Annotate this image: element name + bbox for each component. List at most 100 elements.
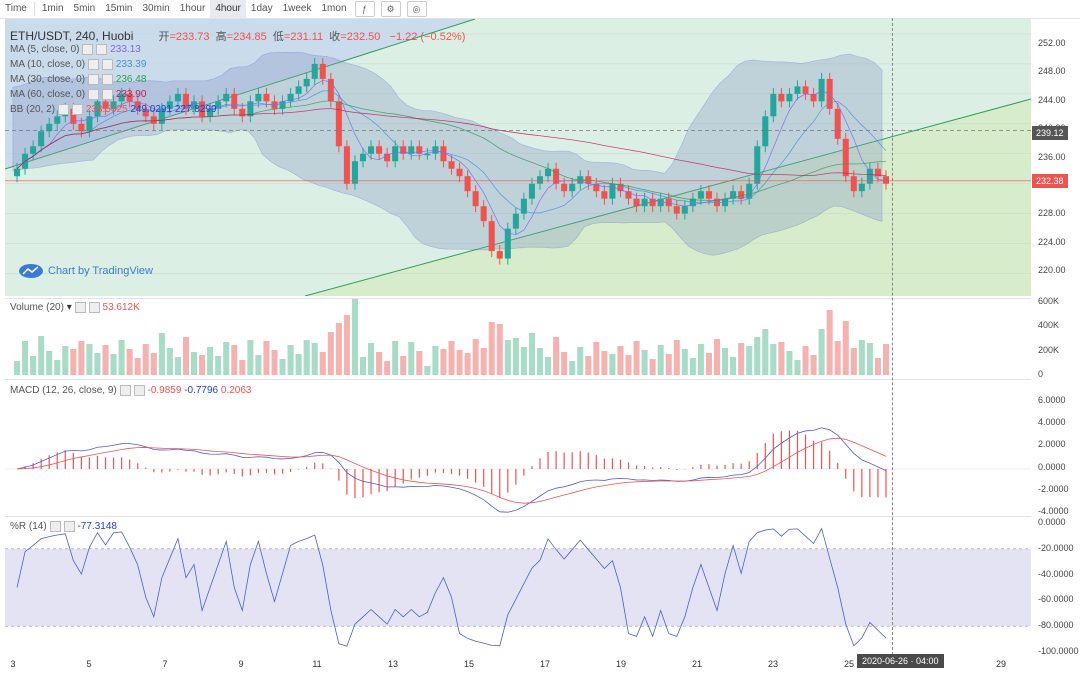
volume-bar — [561, 352, 568, 375]
close-icon[interactable] — [88, 302, 100, 313]
close-icon[interactable] — [102, 89, 114, 100]
close-icon[interactable] — [72, 104, 84, 115]
macd-pane[interactable] — [5, 379, 1031, 515]
candle-body — [319, 63, 326, 79]
axis-tick-label: 4.0000 — [1038, 417, 1066, 428]
upper-price-tag: 239.12 — [1032, 126, 1068, 140]
settings-icon[interactable] — [74, 302, 86, 313]
watermark-text: Chart by TradingView — [48, 265, 153, 277]
candle-body — [279, 101, 286, 109]
close-icon[interactable] — [63, 521, 75, 532]
ma30-legend[interactable]: MA (30, close, 0) 236.48 — [10, 74, 146, 85]
candle-body — [54, 116, 61, 124]
ma60-legend[interactable]: MA (60, close, 0) 233.90 — [10, 89, 146, 100]
price-chart — [5, 19, 1031, 296]
volume-bar — [199, 355, 206, 375]
volume-pane[interactable] — [5, 298, 1031, 378]
volume-bar — [295, 354, 302, 375]
time-tick-label: 21 — [691, 659, 703, 669]
close-label: 收 — [329, 31, 341, 43]
settings-icon[interactable] — [119, 385, 131, 396]
settings-icon[interactable] — [49, 521, 61, 532]
bb-legend[interactable]: BB (20, 2) 238.5625 249.0291 227.8299 — [10, 104, 217, 115]
settings-icon[interactable] — [88, 74, 100, 85]
williams-r-pane[interactable] — [5, 516, 1031, 655]
candle-body — [786, 93, 793, 102]
volume-bar — [327, 332, 334, 375]
settings-icon[interactable] — [82, 44, 94, 55]
ma60-label: MA (60, close, 0) — [10, 89, 86, 101]
close-icon[interactable] — [133, 385, 145, 396]
macd-axis: 6.0000 4.0000 2.0000 0.0000 -2.0000 -4.0000 — [1032, 379, 1080, 516]
settings-icon[interactable] — [88, 59, 100, 70]
candle-body — [520, 198, 527, 214]
axis-tick-label: -4.0000 — [1038, 506, 1069, 516]
volume-bar — [488, 322, 495, 375]
close-icon[interactable] — [102, 74, 114, 85]
candle-body — [30, 146, 37, 154]
candle-body — [649, 198, 656, 207]
candle-body — [327, 78, 334, 102]
volume-bar — [866, 343, 873, 375]
trend-line-upper — [5, 19, 476, 170]
price-pane[interactable] — [5, 19, 1031, 296]
volume-bar — [231, 345, 238, 375]
timeframe-4hour[interactable]: 4hour — [210, 0, 246, 18]
timeframe-1hour[interactable]: 1hour — [179, 3, 206, 14]
price-axis[interactable]: 252.00248.00244.00240.00236.00232.00228.… — [1032, 19, 1080, 296]
timeframe-30min[interactable]: 30min — [142, 3, 170, 14]
volume-bar — [577, 347, 584, 375]
macd-legend[interactable]: MACD (12, 26, close, 9) -0.9859 -0.7796 … — [10, 385, 252, 396]
volume-bar — [102, 345, 109, 375]
ma5-legend[interactable]: MA (5, close, 0) 233.13 — [10, 44, 141, 55]
indicators-icon[interactable]: ƒ — [354, 1, 375, 17]
settings-icon[interactable] — [58, 104, 70, 115]
volume-bar — [786, 351, 793, 375]
candle-body — [182, 93, 190, 109]
screenshot-icon[interactable]: ◎ — [406, 1, 427, 17]
timeframe-5min[interactable]: 5min — [73, 3, 96, 14]
time-tick-label: 11 — [312, 659, 322, 669]
volume-legend[interactable]: Volume (20) ▾ 53.612K — [10, 302, 140, 314]
volume-bar — [810, 355, 817, 375]
candle-body — [705, 191, 712, 199]
timeframe-1mon[interactable]: 1mon — [321, 3, 347, 14]
volume-bar — [14, 361, 21, 375]
volume-bar — [78, 341, 85, 375]
ohlc-readout: 开=233.73 高=234.85 低=231.11 收=232.50 −1.2… — [158, 31, 466, 43]
candle-body — [432, 146, 439, 154]
candle-body — [199, 101, 206, 117]
timeframe-15min[interactable]: 15min — [105, 3, 133, 14]
volume-bar — [351, 299, 358, 375]
timeframe-1day[interactable]: 1day — [250, 3, 273, 14]
timeframe-time[interactable]: Time — [5, 3, 27, 14]
volume-bar — [174, 357, 181, 375]
volume-bar — [633, 341, 640, 375]
volume-chart — [14, 299, 889, 375]
volume-bar — [255, 355, 262, 375]
timeframe-1week[interactable]: 1week — [282, 3, 312, 14]
settings-icon[interactable]: ⚙ — [380, 1, 401, 17]
candle-body — [842, 138, 849, 177]
volume-bar — [504, 340, 511, 375]
volume-bar — [46, 351, 53, 375]
candle-body — [255, 93, 262, 102]
close-icon[interactable] — [102, 59, 114, 70]
candle-body — [561, 183, 568, 192]
volume-bar — [408, 342, 415, 375]
ma10-legend[interactable]: MA (10, close, 0) 233.39 — [10, 59, 146, 70]
close-icon[interactable] — [96, 44, 108, 55]
volume-bar — [858, 340, 865, 375]
settings-icon[interactable] — [88, 89, 100, 100]
tradingview-logo-icon — [19, 264, 43, 278]
volume-bar — [239, 360, 246, 375]
cursor-date-label: 2020-06-26 · 04:00 — [857, 654, 944, 668]
volume-bar — [70, 349, 77, 375]
wr-legend[interactable]: %R (14) -77.3148 — [10, 521, 117, 532]
axis-tick-label: -60.0000 — [1038, 594, 1074, 605]
time-tick-label: 29 — [995, 659, 1007, 669]
volume-bar — [166, 348, 173, 375]
timeframe-1min[interactable]: 1min — [41, 3, 64, 14]
open-label: 开 — [158, 31, 170, 43]
volume-bar — [794, 360, 801, 375]
